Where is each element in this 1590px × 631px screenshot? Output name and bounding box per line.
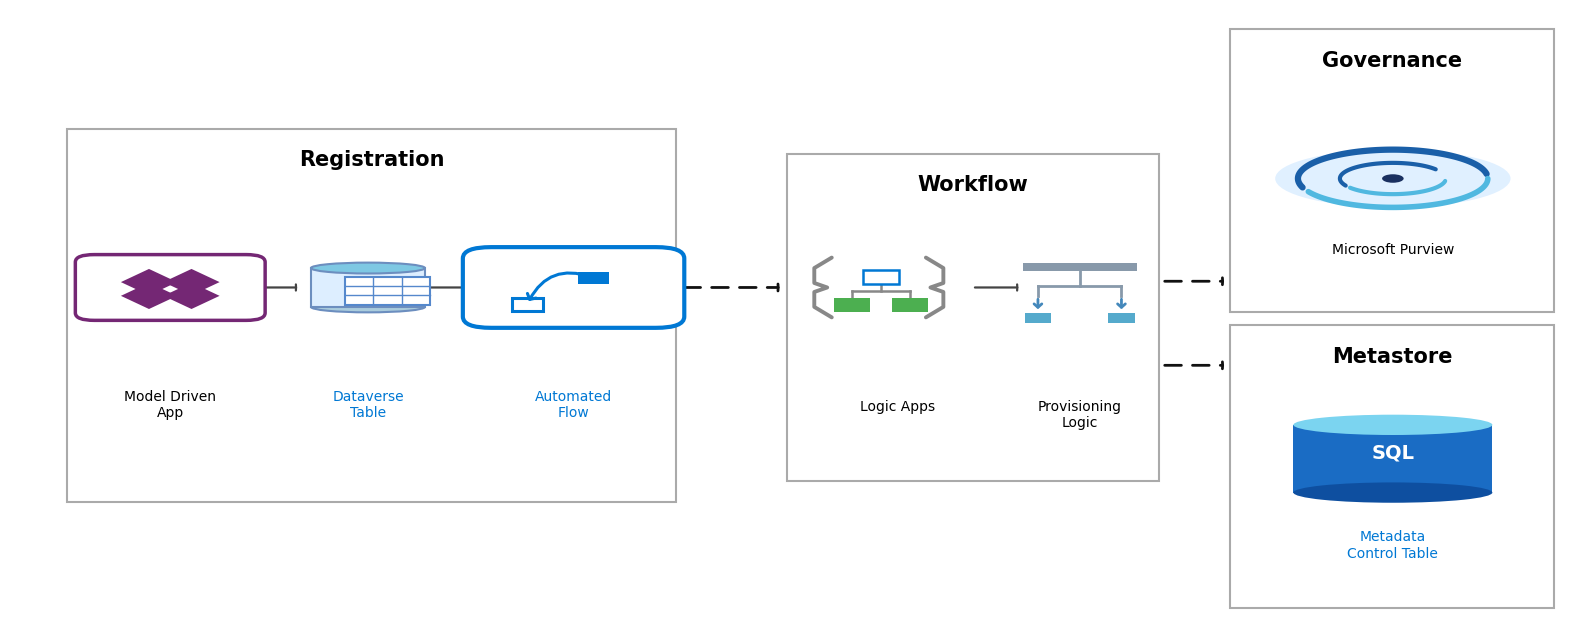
FancyBboxPatch shape (863, 269, 900, 284)
Ellipse shape (1293, 415, 1493, 435)
Ellipse shape (312, 262, 425, 273)
FancyBboxPatch shape (787, 153, 1159, 481)
FancyBboxPatch shape (1108, 313, 1135, 323)
Text: Dataverse
Table: Dataverse Table (332, 390, 404, 420)
Text: Governance: Governance (1321, 51, 1463, 71)
Text: Workflow: Workflow (917, 175, 1029, 196)
Polygon shape (121, 283, 176, 309)
FancyBboxPatch shape (835, 298, 870, 312)
Text: Metastore: Metastore (1332, 346, 1452, 367)
FancyBboxPatch shape (312, 268, 425, 307)
Polygon shape (121, 269, 176, 295)
Polygon shape (164, 283, 219, 309)
FancyBboxPatch shape (512, 298, 544, 311)
Ellipse shape (312, 302, 425, 312)
Circle shape (1382, 174, 1404, 183)
Polygon shape (164, 269, 219, 295)
FancyBboxPatch shape (1293, 425, 1493, 493)
Ellipse shape (1293, 483, 1493, 503)
FancyBboxPatch shape (1231, 29, 1553, 312)
Text: Logic Apps: Logic Apps (860, 399, 935, 413)
FancyBboxPatch shape (75, 254, 266, 321)
Ellipse shape (1275, 150, 1510, 208)
Text: SQL: SQL (1371, 444, 1415, 463)
FancyBboxPatch shape (1024, 313, 1051, 323)
FancyBboxPatch shape (577, 272, 609, 284)
FancyBboxPatch shape (1022, 262, 1137, 271)
FancyBboxPatch shape (463, 247, 684, 328)
Text: Microsoft Purview: Microsoft Purview (1332, 243, 1455, 257)
Text: Model Driven
App: Model Driven App (124, 390, 216, 420)
Text: Registration: Registration (299, 150, 445, 170)
FancyBboxPatch shape (345, 276, 429, 305)
Text: Automated
Flow: Automated Flow (534, 390, 612, 420)
FancyBboxPatch shape (67, 129, 676, 502)
Text: Metadata
Control Table: Metadata Control Table (1347, 530, 1439, 560)
FancyBboxPatch shape (1231, 325, 1553, 608)
FancyBboxPatch shape (892, 298, 929, 312)
Text: Provisioning
Logic: Provisioning Logic (1038, 399, 1121, 430)
